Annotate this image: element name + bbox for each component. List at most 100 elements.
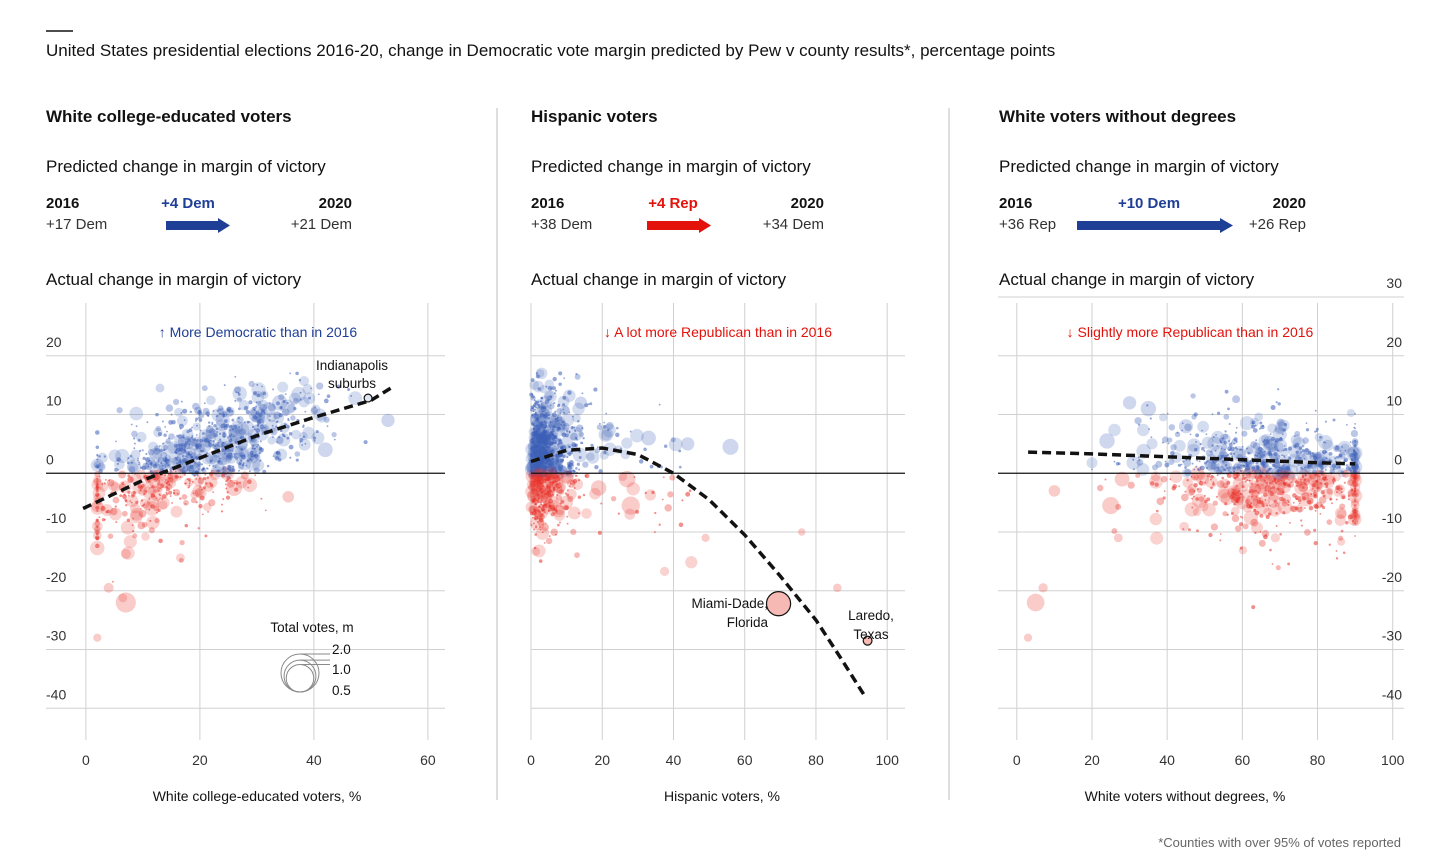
county-point [589, 487, 601, 500]
county-point [539, 415, 541, 418]
county-point [1340, 491, 1343, 494]
annotation-line-2: Texas [853, 627, 889, 642]
county-point [1251, 469, 1254, 472]
county-point [1197, 468, 1200, 471]
county-point [1182, 528, 1185, 531]
county-point [257, 423, 260, 426]
county-point [127, 476, 134, 483]
size-legend: Total votes, m 2.0 1.0 0.5 [270, 620, 353, 698]
county-point [194, 488, 203, 497]
county-point [195, 463, 201, 469]
county-point [215, 419, 227, 431]
legend-label-1: 1.0 [332, 662, 351, 677]
county-point [254, 474, 257, 477]
county-point [538, 473, 542, 477]
county-point [1270, 436, 1275, 442]
annotation-line-1: Laredo, [848, 608, 894, 623]
county-point [541, 504, 545, 507]
county-point [1306, 497, 1314, 505]
county-point [541, 494, 552, 505]
county-point [540, 462, 543, 465]
county-point [553, 486, 556, 489]
county-point [101, 518, 106, 522]
county-point [534, 484, 548, 498]
county-point [157, 460, 160, 462]
county-point [531, 547, 540, 556]
county-point [543, 414, 548, 419]
county-point [566, 515, 569, 518]
county-point [272, 388, 275, 391]
county-point [95, 543, 100, 549]
county-point [222, 413, 226, 416]
county-point [1270, 533, 1280, 543]
county-point [538, 452, 541, 455]
county-point [547, 434, 550, 437]
county-point [1170, 444, 1177, 451]
county-point [116, 457, 121, 462]
county-point [539, 457, 545, 463]
county-point [1259, 513, 1264, 518]
county-point [291, 429, 301, 440]
county-point [651, 490, 655, 495]
county-point [1127, 481, 1135, 489]
county-point [110, 507, 118, 516]
county-point [143, 503, 146, 506]
county-point [1187, 528, 1191, 532]
county-point [126, 495, 139, 508]
county-point [1295, 480, 1299, 484]
county-point [95, 445, 100, 450]
county-point [225, 479, 228, 483]
county-point [539, 384, 548, 394]
county-point [530, 462, 539, 471]
county-point [316, 382, 324, 390]
annotation-miami-dade: Miami-Dade, Florida [691, 596, 768, 630]
county-point [139, 489, 142, 492]
county-point [1199, 465, 1205, 471]
county-point [1248, 491, 1251, 494]
county-point [1273, 477, 1277, 481]
county-point [629, 430, 632, 433]
county-point [1185, 486, 1195, 497]
county-point [1228, 422, 1231, 426]
county-point [531, 441, 534, 444]
county-point [1339, 503, 1346, 510]
county-point [1168, 458, 1175, 465]
county-point [1320, 466, 1324, 470]
county-point [266, 411, 277, 423]
county-point [1336, 485, 1343, 491]
x-tick-label: 60 [420, 752, 436, 768]
county-point [226, 467, 230, 470]
county-point [1232, 487, 1242, 497]
county-point [1311, 452, 1314, 455]
county-point [226, 406, 232, 412]
county-point [1302, 445, 1304, 447]
county-point [156, 511, 158, 514]
county-point [558, 438, 562, 442]
county-point [1235, 426, 1238, 429]
direction-note: ↑ More Democratic than in 2016 [159, 324, 358, 340]
county-point [562, 411, 566, 414]
panel-white-no-degree: White voters without degrees Predicted c… [998, 107, 1405, 804]
county-point [1354, 412, 1356, 415]
county-point [581, 392, 584, 395]
county-point [1220, 441, 1223, 444]
county-point [1287, 562, 1291, 566]
county-point [1198, 460, 1201, 463]
county-point [685, 491, 691, 497]
county-point [1233, 473, 1236, 476]
county-point [555, 510, 558, 512]
county-point [111, 580, 114, 583]
direction-note: ↓ Slightly more Republican than in 2016 [1067, 324, 1314, 340]
county-point [202, 466, 205, 469]
county-point [205, 425, 214, 434]
county-point [1313, 503, 1318, 509]
county-point [1314, 409, 1317, 412]
county-point [542, 466, 547, 471]
county-point [1212, 481, 1215, 484]
county-point [310, 407, 318, 415]
county-point [248, 470, 251, 473]
county-point [1219, 478, 1230, 489]
county-point [302, 435, 306, 439]
county-point [1301, 467, 1304, 471]
county-point [564, 505, 569, 511]
